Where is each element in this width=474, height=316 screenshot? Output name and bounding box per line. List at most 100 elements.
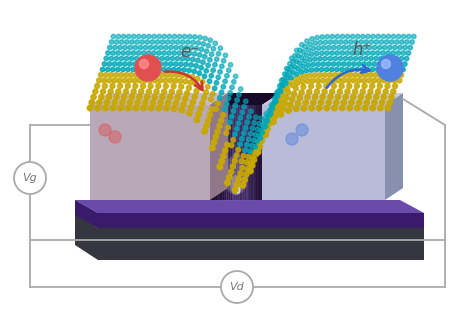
Circle shape xyxy=(314,89,319,94)
Circle shape xyxy=(207,79,212,83)
Circle shape xyxy=(143,45,147,50)
Circle shape xyxy=(235,127,239,131)
Circle shape xyxy=(331,78,336,83)
Circle shape xyxy=(369,40,374,44)
Circle shape xyxy=(331,62,336,66)
Circle shape xyxy=(129,73,134,77)
Circle shape xyxy=(272,100,276,105)
Circle shape xyxy=(367,45,372,50)
Circle shape xyxy=(411,34,416,39)
Circle shape xyxy=(364,40,368,44)
Circle shape xyxy=(356,78,361,83)
Polygon shape xyxy=(75,213,424,228)
Circle shape xyxy=(401,51,406,55)
Circle shape xyxy=(260,130,264,135)
Circle shape xyxy=(351,94,356,100)
Circle shape xyxy=(341,100,346,105)
Circle shape xyxy=(155,56,159,61)
Circle shape xyxy=(265,126,270,132)
Circle shape xyxy=(167,34,172,39)
Circle shape xyxy=(321,46,326,50)
Circle shape xyxy=(267,121,272,126)
Circle shape xyxy=(182,34,187,39)
Circle shape xyxy=(237,121,241,125)
Circle shape xyxy=(362,105,368,111)
Circle shape xyxy=(296,53,301,58)
Circle shape xyxy=(391,67,395,72)
Circle shape xyxy=(253,152,258,157)
Circle shape xyxy=(278,112,284,117)
Circle shape xyxy=(114,73,118,77)
Circle shape xyxy=(347,45,351,50)
Circle shape xyxy=(345,67,349,72)
Circle shape xyxy=(295,100,301,106)
Circle shape xyxy=(114,94,119,100)
Circle shape xyxy=(142,34,146,39)
Circle shape xyxy=(403,45,407,50)
Circle shape xyxy=(311,62,315,67)
Circle shape xyxy=(122,78,127,83)
Circle shape xyxy=(156,83,161,88)
Circle shape xyxy=(192,94,197,99)
Circle shape xyxy=(353,73,358,77)
Circle shape xyxy=(294,59,299,64)
Circle shape xyxy=(210,52,214,57)
Circle shape xyxy=(383,89,388,94)
Circle shape xyxy=(328,73,332,77)
Circle shape xyxy=(179,84,184,89)
Circle shape xyxy=(259,116,263,120)
Circle shape xyxy=(219,64,224,69)
Circle shape xyxy=(264,124,268,129)
Circle shape xyxy=(373,45,377,50)
Circle shape xyxy=(225,180,230,185)
Circle shape xyxy=(365,51,370,55)
Circle shape xyxy=(216,75,220,80)
Circle shape xyxy=(339,83,344,88)
Circle shape xyxy=(297,75,302,80)
Circle shape xyxy=(111,34,116,39)
Circle shape xyxy=(356,51,360,55)
Circle shape xyxy=(102,62,107,66)
Circle shape xyxy=(221,112,225,117)
Circle shape xyxy=(104,73,108,77)
Circle shape xyxy=(374,56,378,61)
Circle shape xyxy=(288,62,292,66)
Circle shape xyxy=(211,140,217,145)
Circle shape xyxy=(113,45,117,50)
Circle shape xyxy=(115,40,119,44)
Circle shape xyxy=(206,44,210,48)
Circle shape xyxy=(194,88,199,94)
Circle shape xyxy=(363,73,368,77)
Circle shape xyxy=(221,59,226,63)
Circle shape xyxy=(204,69,209,73)
Circle shape xyxy=(173,34,177,39)
Circle shape xyxy=(241,154,246,158)
Circle shape xyxy=(340,51,345,55)
Ellipse shape xyxy=(236,186,240,194)
Circle shape xyxy=(291,70,295,75)
Circle shape xyxy=(133,45,137,50)
Circle shape xyxy=(173,78,178,83)
Circle shape xyxy=(343,94,348,100)
Circle shape xyxy=(189,63,193,67)
Circle shape xyxy=(164,62,168,66)
Circle shape xyxy=(284,95,289,100)
Circle shape xyxy=(264,119,268,124)
Circle shape xyxy=(318,100,324,105)
Circle shape xyxy=(294,72,298,76)
Circle shape xyxy=(213,63,217,67)
Circle shape xyxy=(188,105,194,110)
Circle shape xyxy=(169,89,174,94)
Circle shape xyxy=(192,69,196,74)
Circle shape xyxy=(263,132,268,137)
Circle shape xyxy=(285,86,290,91)
Circle shape xyxy=(219,90,224,94)
Ellipse shape xyxy=(224,155,248,195)
Circle shape xyxy=(241,131,246,136)
Circle shape xyxy=(201,95,207,100)
Polygon shape xyxy=(210,93,280,200)
Circle shape xyxy=(157,51,161,55)
Circle shape xyxy=(226,96,231,100)
Circle shape xyxy=(326,78,330,83)
Circle shape xyxy=(255,147,259,151)
